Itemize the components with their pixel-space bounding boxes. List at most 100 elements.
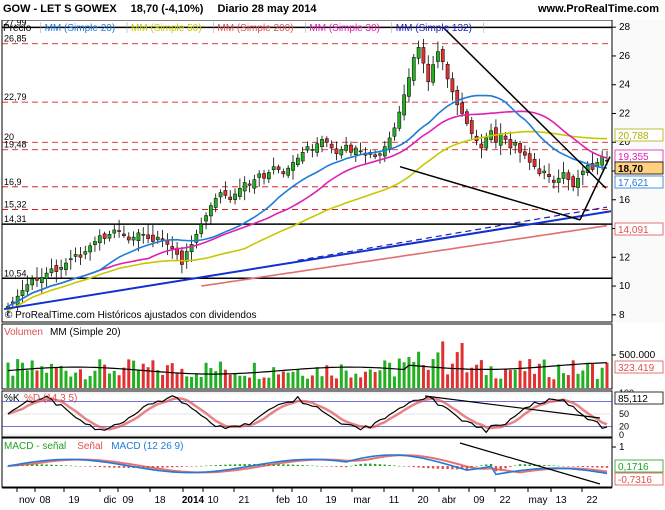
time-axis-label: abr [442,495,457,506]
candle-body [184,251,189,262]
volume-bar [388,362,392,388]
price-tick-label: 26 [619,51,631,62]
candle-body [295,157,300,165]
volume-bar [325,365,329,388]
candle-body [542,170,547,174]
volume-bar [562,373,566,388]
macd-histogram-bar [35,464,39,466]
price-tick-label: 12 [619,252,631,263]
volume-bar [301,375,305,388]
site-label[interactable]: www.ProRealTime.com [537,3,659,15]
macd-histogram-bar [427,466,430,469]
macd-histogram-bar [571,466,575,467]
volume-bar [35,370,39,388]
candle-body [469,120,474,134]
volume-bar [581,370,585,388]
volume-bar [170,363,174,388]
candle-body [339,149,344,156]
level-label: 20 [4,132,14,142]
time-axis-label: 19 [325,495,337,506]
candle-body [353,147,358,155]
candle-body [151,234,155,242]
volume-panel[interactable]: 500.000 323.419 Volumen MM (Simple 20) [1,323,664,390]
volume-bar [219,361,223,388]
time-axis-label: may [529,495,548,506]
volume-bar [127,359,131,388]
volume-bar [69,376,73,388]
volume-bar [591,363,595,388]
volume-bar [74,372,78,388]
volume-bar [576,373,580,388]
macd-histogram-bar [349,465,353,467]
macd-value-tag [614,459,664,473]
volume-bar [156,370,160,388]
level-label: 26,85 [4,34,27,44]
price-panel[interactable]: 27,9926,8522,792019,4816,915,3214,3110,5… [1,17,664,323]
volume-bar [528,359,532,388]
volume-bar [421,365,425,388]
stochastic-panel[interactable]: 100805020085,112%K%D (14 3 5) [1,388,664,440]
macd-histogram-bar [214,465,217,466]
stoch-value-tag-text: 85,112 [618,394,648,405]
macd-panel[interactable]: 1 0,1716 -0,7316 MACD - señal Señal MACD (12 … [1,437,664,488]
volume-bar [252,362,256,388]
candle-body [407,77,411,97]
candle-body [566,172,571,180]
time-axis-label: 10 [296,495,308,506]
candle-body [209,205,213,217]
volume-bar [455,352,459,388]
candle-body [440,49,445,62]
macd-histogram-bar [195,466,198,467]
price-value-tag-text: 20,788 [618,131,649,142]
macd-histogram-bar [591,466,594,468]
macd-histogram-bar [277,464,280,466]
candle-body [228,196,233,201]
macd-histogram-bar [489,464,493,466]
candle-body [271,166,276,171]
volume-bar [132,360,136,388]
period-date-label: Diario 28 may 2014 [217,3,317,15]
volume-bar [228,374,232,388]
volume-tick-label: 500.000 [619,350,656,361]
macd-histogram-bar [175,466,179,468]
price-plot-frame [1,19,613,323]
macd-histogram-bar [586,466,589,468]
macd-histogram-bar [185,466,188,467]
support-trendline [3,210,612,311]
macd-histogram-bar [504,466,507,469]
candle-body [141,234,146,236]
volume-bar [83,379,87,388]
macd-value-tag-text: 0,1716 [618,462,649,473]
candle-body [136,232,141,241]
volume-bar [484,375,488,388]
macd-histogram-bar [204,465,208,467]
stoch-tick-label: 0 [619,430,624,440]
candle-body [30,278,35,286]
macd-value-tag-text: -0,7316 [618,475,652,486]
candle-body [426,63,431,83]
level-label: 10,54 [4,268,27,278]
price-tick-label: 24 [619,80,631,91]
candle-body [286,167,291,176]
candle-body [378,153,382,156]
macd-histogram-bar [79,466,82,467]
candle-body [455,89,460,106]
volume-bar [194,373,198,388]
macd-histogram-bar [301,465,304,466]
candle-body [25,284,30,292]
candle-body [547,174,551,178]
volume-bar [595,378,599,388]
volume-bar [479,360,483,388]
candle-body [131,236,136,241]
macd-histogram-bar [412,466,415,468]
candle-body [194,234,199,243]
volume-bar [557,364,561,388]
candle-body [324,138,329,143]
time-axis-label: 22 [499,495,511,506]
stoch-legend-item: %D (14 3 5) [24,393,77,404]
volume-bar [373,372,377,388]
macd-legend-item: MACD (12 26 9) [111,441,183,452]
volume-bar [334,378,338,388]
candle-body [537,168,542,175]
volume-bar [349,377,353,388]
